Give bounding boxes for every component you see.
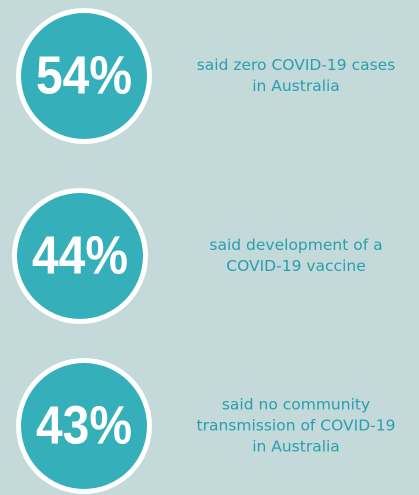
stat-value: 43%	[36, 395, 132, 455]
stat-description: in Australia	[252, 77, 340, 95]
stat-value: 44%	[32, 225, 128, 285]
stat-value: 54%	[36, 45, 132, 105]
stat-description: COVID-19 vaccine	[226, 257, 366, 275]
stat-circle	[21, 13, 147, 139]
stat-description: said development of a	[209, 236, 382, 254]
stat-description: said no community	[222, 396, 370, 414]
stat-circle	[17, 193, 143, 319]
stat-description: transmission of COVID-19	[197, 417, 396, 435]
stat-description: said zero COVID-19 cases	[197, 56, 396, 74]
stat-circle	[21, 363, 147, 489]
stat-description: in Australia	[252, 438, 340, 456]
